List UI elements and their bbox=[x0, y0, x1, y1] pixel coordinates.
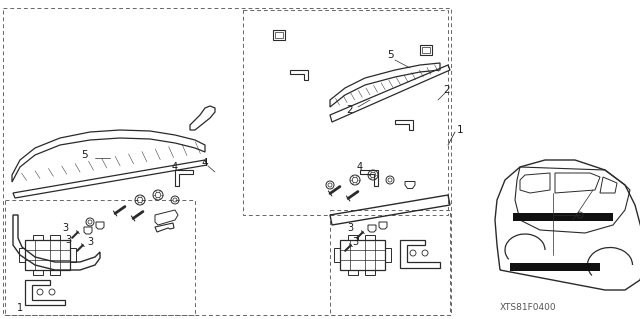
Bar bbox=[243, 10, 448, 215]
Bar bbox=[422, 47, 430, 53]
Bar bbox=[25, 240, 70, 270]
Bar bbox=[348, 235, 358, 240]
Bar bbox=[330, 210, 450, 315]
Text: 2: 2 bbox=[444, 85, 451, 95]
Bar bbox=[3, 8, 451, 315]
Bar bbox=[273, 30, 285, 40]
Bar bbox=[340, 240, 385, 270]
Text: 3: 3 bbox=[352, 237, 358, 247]
Bar bbox=[334, 248, 340, 262]
Bar bbox=[510, 263, 600, 271]
Bar bbox=[33, 270, 43, 275]
Bar bbox=[513, 213, 613, 221]
Text: 4: 4 bbox=[172, 162, 178, 172]
Text: 3: 3 bbox=[65, 235, 71, 245]
Text: XTS81F0400: XTS81F0400 bbox=[500, 303, 556, 313]
Bar bbox=[420, 45, 432, 55]
Bar bbox=[50, 270, 60, 275]
Text: 4: 4 bbox=[202, 158, 208, 168]
Bar bbox=[365, 270, 375, 275]
Text: 3: 3 bbox=[87, 237, 93, 247]
Text: 2: 2 bbox=[347, 105, 353, 115]
Bar bbox=[50, 235, 60, 240]
Bar bbox=[348, 270, 358, 275]
Text: 5: 5 bbox=[387, 50, 394, 60]
Text: 3: 3 bbox=[62, 223, 68, 233]
Bar bbox=[19, 248, 25, 262]
Text: 3: 3 bbox=[347, 223, 353, 233]
Text: 4: 4 bbox=[357, 162, 363, 172]
Text: 1: 1 bbox=[457, 125, 463, 135]
Bar bbox=[275, 32, 283, 38]
Bar bbox=[5, 200, 195, 315]
Bar bbox=[33, 235, 43, 240]
Bar bbox=[365, 235, 375, 240]
Bar bbox=[385, 248, 391, 262]
Text: 1: 1 bbox=[17, 303, 23, 313]
Bar bbox=[70, 248, 76, 262]
Text: 5: 5 bbox=[82, 150, 88, 160]
